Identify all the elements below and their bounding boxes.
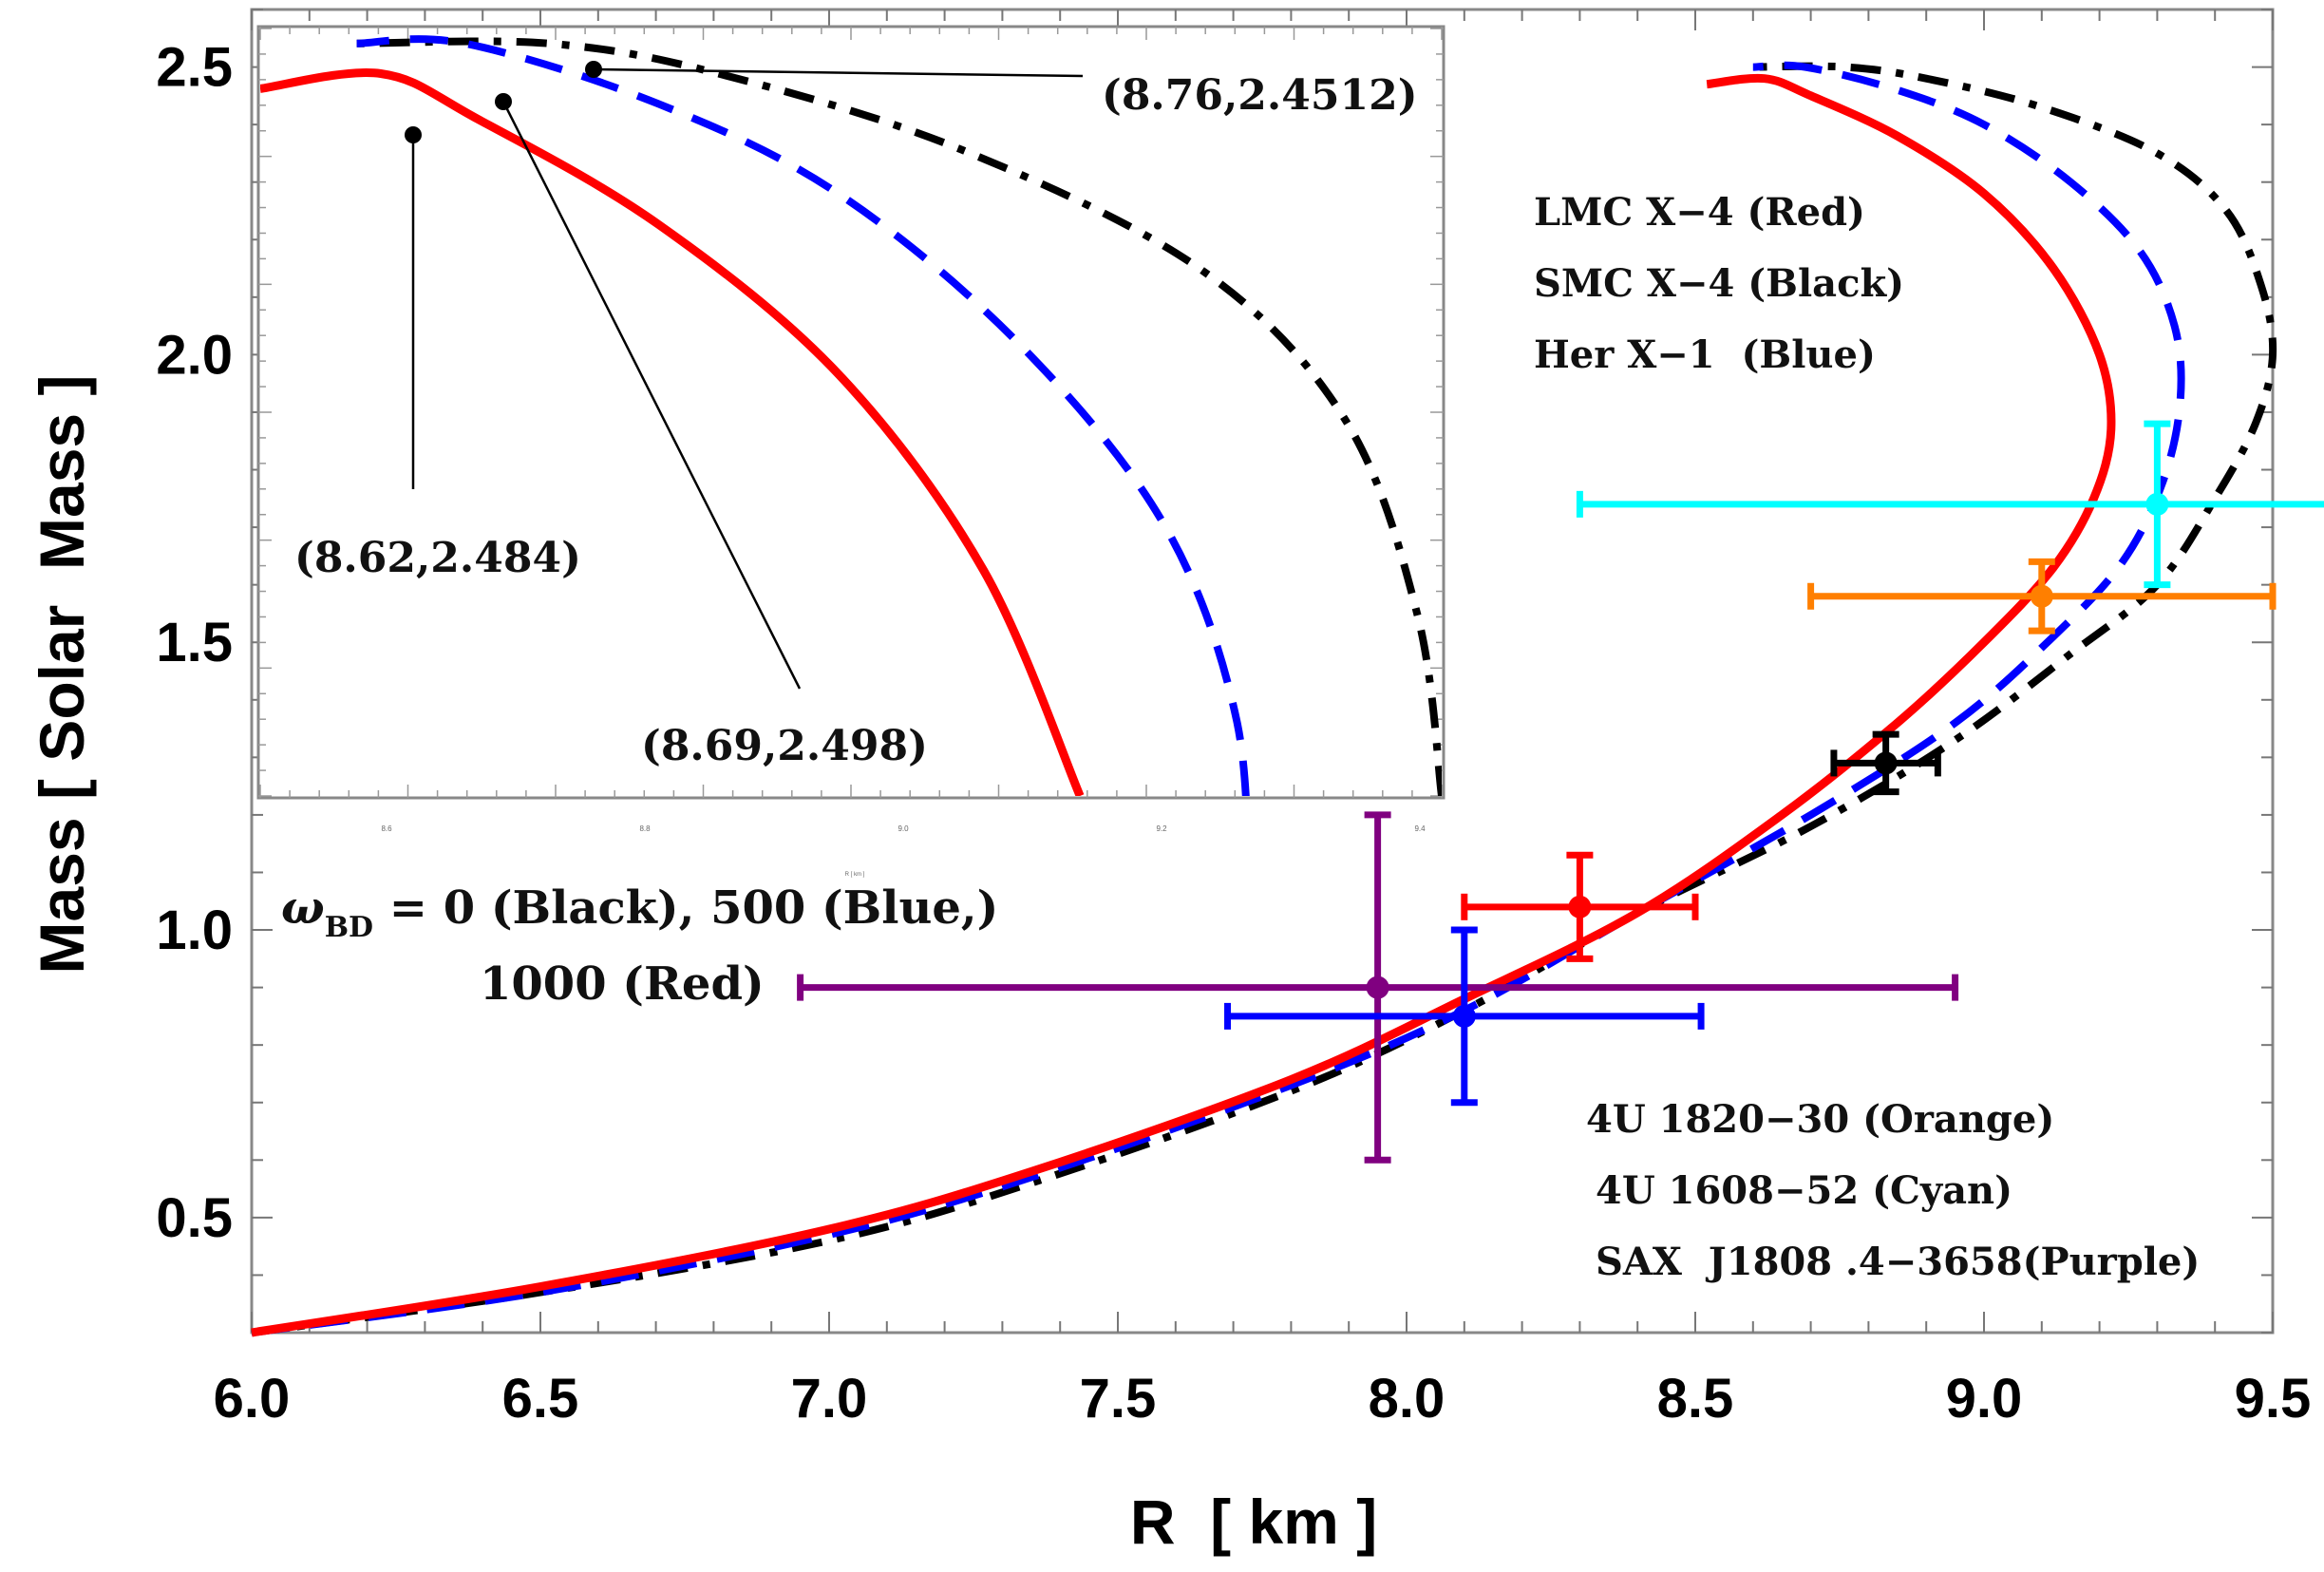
x-tick-label: 9.0: [1946, 1368, 2023, 1430]
error-bar-point: [1366, 975, 1389, 999]
curve-red: [251, 73, 2116, 1337]
maximum-label: (8.76,2.4512): [1102, 71, 1418, 120]
inset-curves: [260, 35, 1442, 796]
curve-black: [251, 62, 2277, 1336]
maximum-label: (8.62,2.484): [294, 534, 581, 582]
inset-x-tick-label: 9.2: [1156, 824, 1167, 833]
leader-line: [501, 101, 802, 690]
x-tick-label: 6.5: [502, 1368, 579, 1430]
error-bar-point: [1452, 1004, 1476, 1028]
inset-x-tick-label: 8.8: [639, 824, 651, 833]
inset-axis-label: R [ km ]: [845, 872, 865, 878]
error-bar-point: [1568, 895, 1592, 919]
maximum-marker: [585, 61, 602, 78]
error-bar: [1576, 420, 2324, 589]
x-tick-label: 7.0: [791, 1368, 868, 1430]
y-tick-labels: 0.5 1.0 1.5 2.0 2.5: [156, 37, 233, 1249]
inset-x-tick-label: 8.6: [381, 824, 392, 833]
plot-frame: [250, 8, 2275, 1335]
x-axis-title: R [ km ]: [1130, 1487, 1377, 1557]
error-bar: [1224, 926, 1705, 1107]
maximum-marker: [495, 93, 512, 110]
x-tick-label: 6.0: [214, 1368, 291, 1430]
inset-curve-red: [260, 68, 1085, 796]
source-sax: SAX J1808 .4−3658(Purple): [1596, 1240, 2200, 1284]
omega-label-line2: 1000 (Red): [480, 957, 765, 1011]
inset-x-tick-label: 9.0: [897, 824, 909, 833]
x-tick-label: 8.0: [1369, 1368, 1445, 1430]
error-bar: [797, 811, 1959, 1164]
inset-frame: [256, 25, 1445, 800]
error-bar: [1807, 558, 2277, 634]
error-bar: [1461, 851, 1699, 962]
error-bar-point: [2030, 584, 2053, 608]
source-4u1608: 4U 1608−52 (Cyan): [1596, 1168, 2012, 1213]
curve-blue: [251, 61, 2185, 1336]
legend-lmc: LMC X−4 (Red): [1534, 190, 1865, 235]
maximum-marker: [405, 126, 422, 143]
error-bar-point: [2145, 492, 2169, 516]
error-bars: [797, 420, 2324, 1164]
minor-ticks: [251, 9, 2274, 1334]
error-bar-point: [1874, 751, 1898, 775]
omega-label: ωBD = 0 (Black), 500 (Blue,): [281, 881, 998, 944]
inset-x-tick-label: 9.4: [1414, 824, 1426, 833]
omega-values: = 0 (Black), 500 (Blue,): [373, 881, 998, 935]
legend-her: Her X−1 (Blue): [1534, 332, 1876, 377]
curves: [251, 61, 2277, 1337]
y-tick-label: 1.5: [156, 612, 233, 673]
omega-subscript: BD: [325, 911, 373, 944]
omega-symbol: ω: [281, 881, 325, 935]
inset-curve-black: [356, 37, 1442, 796]
y-tick-label: 0.5: [156, 1187, 233, 1249]
y-tick-label: 1.0: [156, 900, 233, 961]
leader-line: [593, 67, 1084, 78]
inset-annotations: (8.76,2.4512) (8.62,2.484) (8.69,2.498): [294, 61, 1418, 770]
error-bar: [1830, 730, 1941, 796]
inset-plot: 8.6 8.8 9.0 9.2 9.4R [ km ] (8.76,2.4512)(8.…: [256, 25, 1445, 878]
source-4u1820: 4U 1820−30 (Orange): [1586, 1097, 2054, 1142]
legend-smc: SMC X−4 (Black): [1534, 261, 1904, 306]
x-tick-label: 9.5: [2235, 1368, 2312, 1430]
y-tick-label: 2.0: [156, 324, 233, 386]
maximum-label: (8.69,2.498): [641, 722, 928, 770]
y-axis-title: Mass [ Solar Mass ]: [27, 375, 97, 975]
x-tick-label: 8.5: [1657, 1368, 1734, 1430]
inset-curve-blue: [356, 35, 1250, 796]
x-tick-labels: 6.0 6.5 7.0 7.5 8.0 8.5 9.0 9.5: [214, 1368, 2312, 1430]
y-tick-label: 2.5: [156, 37, 233, 99]
x-tick-label: 7.5: [1080, 1368, 1157, 1430]
